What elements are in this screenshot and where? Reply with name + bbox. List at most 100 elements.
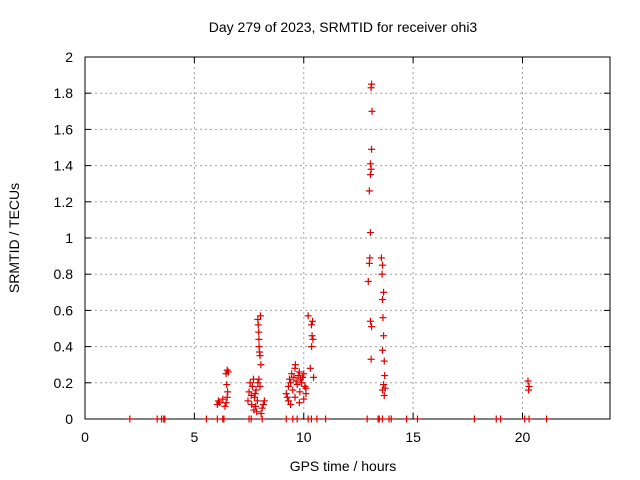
y-tick-label: 0.6 <box>54 302 74 318</box>
y-tick-label: 0.8 <box>54 266 74 282</box>
data-point <box>363 415 371 423</box>
data-point <box>246 379 254 387</box>
data-point <box>379 314 387 322</box>
data-point <box>403 415 411 423</box>
y-tick-label: 0.4 <box>54 339 74 355</box>
data-point <box>379 261 386 269</box>
data-point <box>248 382 256 390</box>
data-point <box>298 379 306 387</box>
data-point <box>291 361 299 369</box>
data-point <box>221 402 229 410</box>
data-point <box>524 377 532 385</box>
data-point <box>364 277 372 285</box>
data-point <box>287 379 295 387</box>
data-point <box>525 415 533 423</box>
data-point <box>254 379 262 387</box>
data-point <box>309 317 316 325</box>
data-point <box>470 415 478 423</box>
data-point <box>300 370 308 378</box>
data-point <box>259 401 267 409</box>
data-point <box>292 377 300 385</box>
data-point <box>253 397 261 405</box>
data-point <box>248 401 256 409</box>
data-point <box>252 402 260 410</box>
data-point <box>256 312 264 320</box>
data-point <box>289 386 297 394</box>
data-point <box>257 361 265 369</box>
data-point <box>257 410 265 418</box>
data-point <box>313 415 321 423</box>
data-point <box>290 373 298 381</box>
data-point <box>307 321 315 329</box>
data-point <box>284 382 292 390</box>
data-point <box>244 397 252 405</box>
y-tick-label: 1.2 <box>54 194 74 210</box>
data-point <box>379 346 386 354</box>
data-point <box>367 355 375 363</box>
data-point <box>220 415 228 423</box>
data-point <box>365 187 373 195</box>
data-point <box>368 107 376 115</box>
y-tick-labels: 0 0.2 0.4 0.6 0.8 1 1.2 1.4 1.6 1.8 2 <box>54 49 74 427</box>
data-point <box>293 381 301 389</box>
data-point <box>380 391 388 399</box>
data-point <box>296 388 304 396</box>
data-points <box>126 80 551 423</box>
data-point <box>251 390 259 398</box>
data-point <box>282 390 290 398</box>
data-point <box>308 343 316 351</box>
data-point <box>253 408 261 416</box>
data-point <box>387 415 395 423</box>
y-axis-label: SRMTID / TECUs <box>6 183 22 293</box>
data-point <box>161 415 169 423</box>
data-point <box>366 229 374 237</box>
data-point <box>368 80 376 88</box>
data-point <box>258 404 266 412</box>
data-point <box>287 401 295 409</box>
data-point <box>295 368 303 376</box>
data-point <box>222 399 230 407</box>
chart-title: Day 279 of 2023, SRMTID for receiver ohi… <box>209 19 478 35</box>
data-point <box>378 270 386 278</box>
data-point <box>306 364 314 372</box>
data-point <box>367 165 375 173</box>
axis-ticks <box>84 56 610 420</box>
y-tick-label: 1.8 <box>54 85 74 101</box>
data-point <box>219 395 227 403</box>
data-point <box>252 386 260 394</box>
data-point <box>380 357 388 365</box>
data-point <box>366 171 374 179</box>
data-point <box>308 332 316 340</box>
data-point <box>256 382 264 390</box>
data-point <box>224 368 232 376</box>
data-point <box>309 335 317 343</box>
data-point <box>282 415 290 423</box>
data-point <box>300 395 308 403</box>
data-point <box>366 160 374 168</box>
x-tick-labels: 0 5 10 15 20 <box>81 429 530 445</box>
y-tick-label: 1 <box>65 230 73 246</box>
data-point <box>284 397 292 405</box>
data-point <box>543 415 551 423</box>
data-point <box>379 386 386 394</box>
data-point <box>380 288 388 296</box>
data-point <box>293 415 301 423</box>
x-axis-label: GPS time / hours <box>290 458 397 474</box>
x-tick-label: 15 <box>405 429 421 445</box>
data-point <box>202 415 210 423</box>
data-point <box>255 328 263 336</box>
data-point <box>286 375 294 383</box>
data-point <box>295 399 303 407</box>
y-tick-label: 1.4 <box>54 158 74 174</box>
data-point <box>299 373 307 381</box>
data-point <box>368 323 376 331</box>
y-tick-label: 0.2 <box>54 375 74 391</box>
data-point <box>251 393 259 401</box>
data-point <box>294 372 302 380</box>
data-point <box>126 415 134 423</box>
data-point <box>256 352 264 360</box>
data-point <box>379 415 386 423</box>
data-point <box>291 393 299 401</box>
